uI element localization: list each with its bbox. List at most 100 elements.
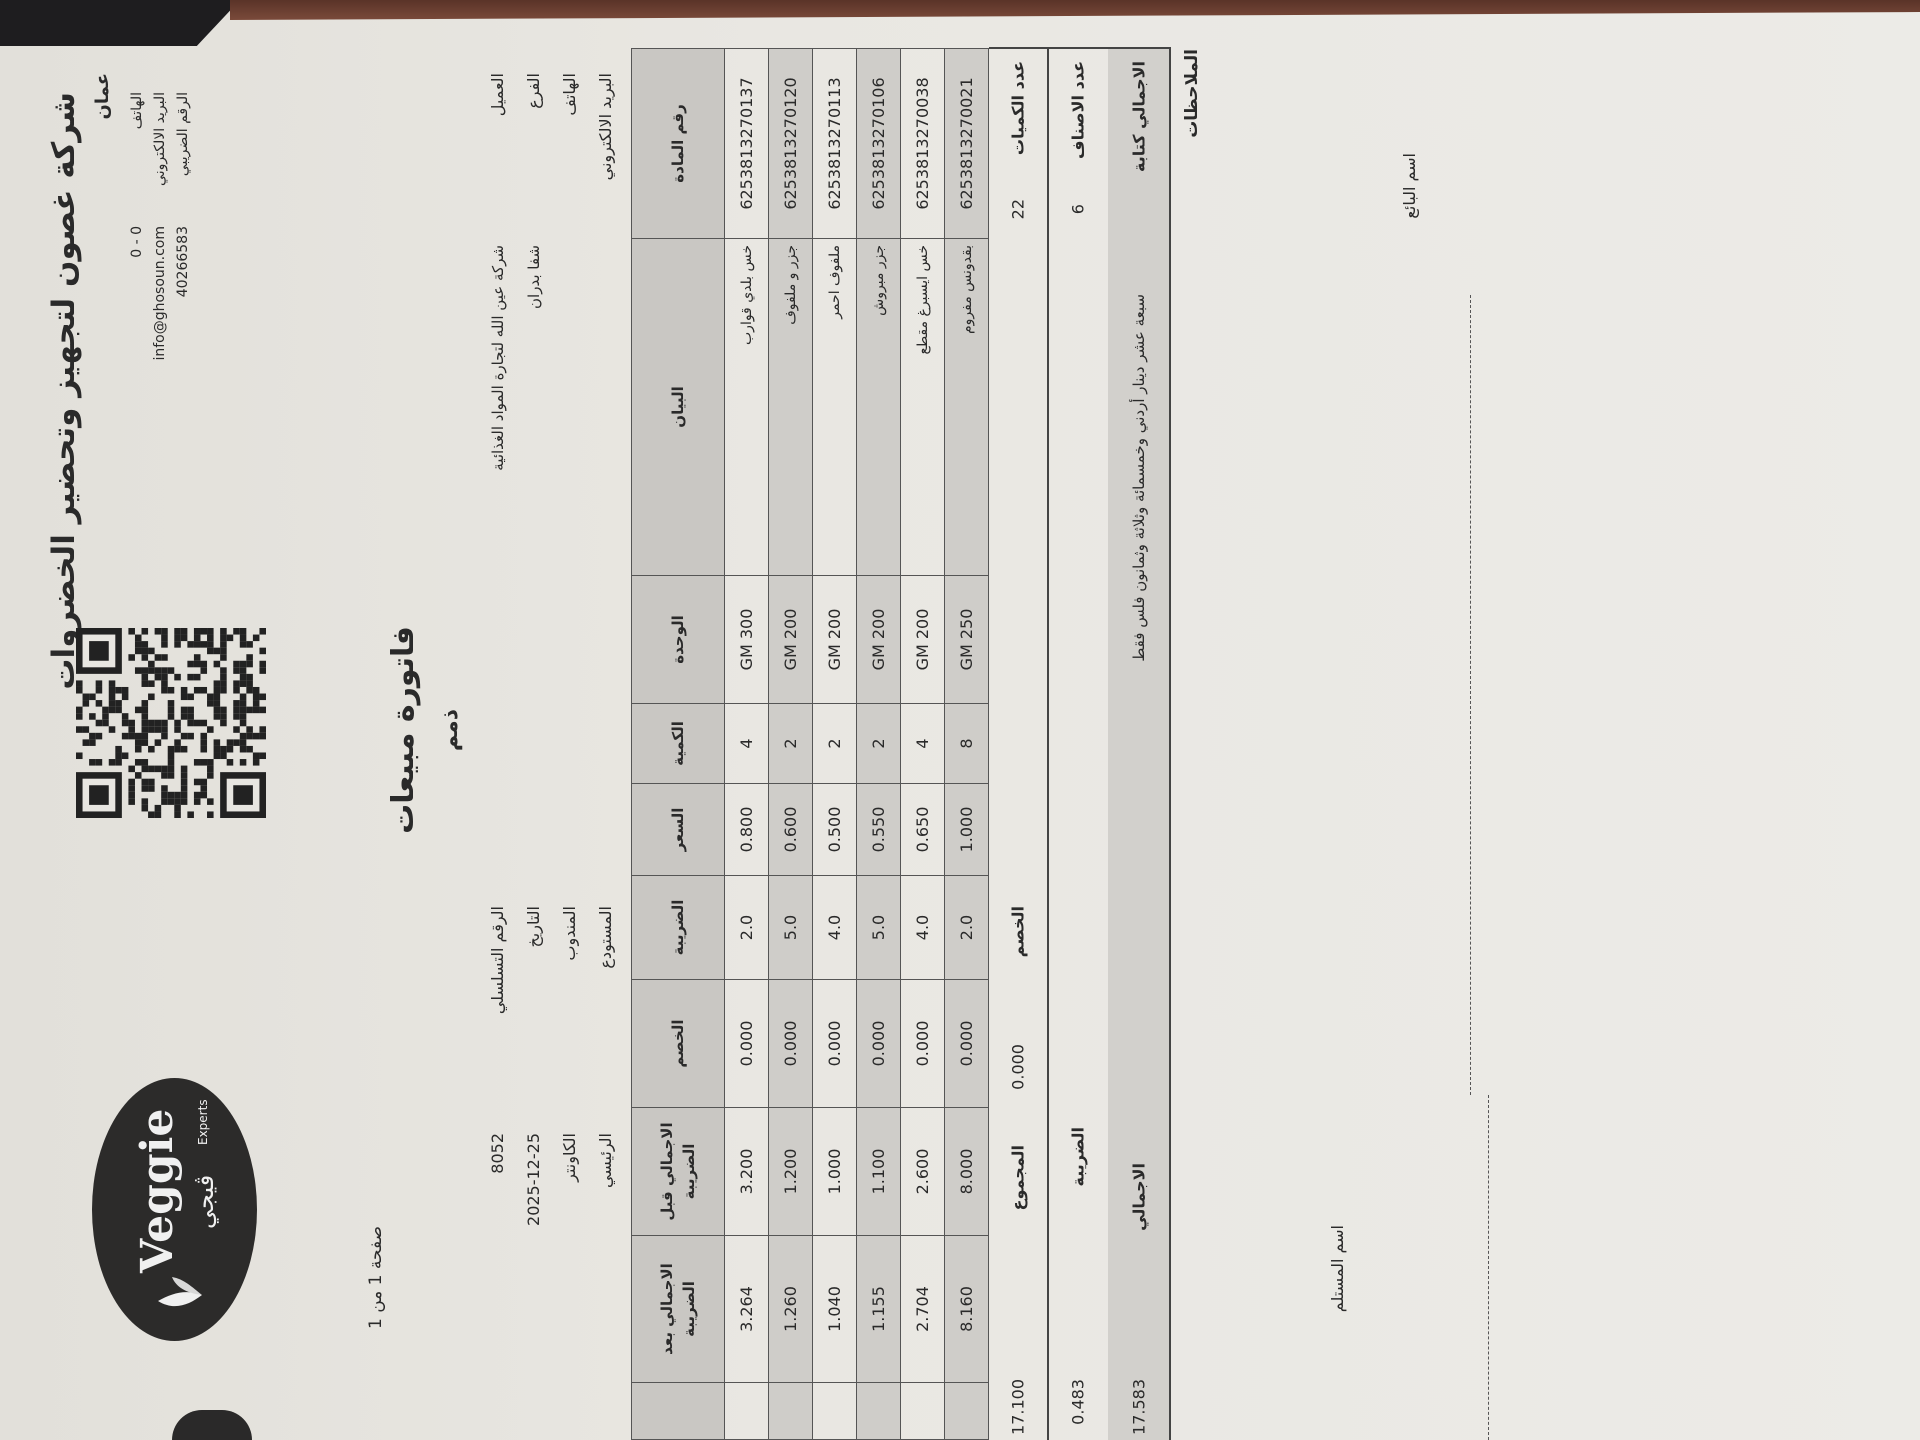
serial-value: 8052	[488, 1133, 507, 1174]
total-words-label: الاجمالي كتابة	[1129, 61, 1148, 172]
table-cell: 4	[724, 703, 769, 784]
table-cell	[944, 1382, 989, 1440]
table-cell	[900, 1382, 945, 1440]
items-count-label: عدد الاصناف	[1068, 61, 1087, 159]
email-label: البريد الالكتروني	[152, 92, 168, 186]
table-cell: 5.0	[856, 875, 901, 980]
table-cell: 200 GM	[856, 575, 901, 704]
background-dark-corner	[0, 0, 240, 46]
tax-label: الضريبة	[1068, 1127, 1087, 1187]
table-cell: 6253813270038	[900, 48, 945, 239]
discount-label: الخصم	[1008, 906, 1028, 958]
total-words-value: سبعة عشر دينار أردني وخمسمائة وثلاثة وثم…	[1129, 294, 1148, 662]
table-cell: 0.500	[812, 783, 857, 876]
tax-value: 0.483	[1068, 1379, 1087, 1425]
table-cell: 2.0	[724, 875, 769, 980]
meta-values: 8052 2025-12-25 الكاونتر الرئيسي	[480, 1133, 624, 1226]
company-labels: الهاتف البريد الالكتروني الرقم الضريبي	[126, 92, 195, 186]
date-value: 2025-12-25	[524, 1133, 543, 1226]
total-value: 17.583	[1129, 1379, 1148, 1435]
table-cell: 1.000	[812, 1107, 857, 1236]
column-header: السعر	[631, 783, 725, 876]
logo-sub: Experts	[196, 1099, 210, 1145]
subtotal-value: 17.100	[1008, 1379, 1028, 1435]
table-cell: 4.0	[812, 875, 857, 980]
column-header	[631, 1382, 725, 1440]
table-cell: 2	[812, 703, 857, 784]
branch-label: الفرع	[524, 73, 543, 109]
table-cell: 0.650	[900, 783, 945, 876]
table-cell: 2.704	[900, 1235, 945, 1383]
table-row: 6253813270120 جزر و ملفوف 200 GM 2 0.600 5.0 0…	[768, 48, 813, 1440]
table-cell: 6253813270120	[768, 48, 813, 239]
items-table: رقم المادة البيان الوحدة الكمية السعر الضريبة…	[631, 48, 989, 1440]
table-cell: 2	[768, 703, 813, 784]
phone-label: الهاتف	[129, 92, 145, 130]
customer-email-label: البريد الالكتروني	[596, 73, 615, 181]
customer-phone-label: الهاتف	[560, 73, 579, 116]
table-cell: 1.155	[856, 1235, 901, 1383]
tax-number-label: الرقم الضريبي	[175, 92, 191, 177]
table-cell: خس ايسبرغ مقطع	[900, 238, 945, 576]
column-header: الخصم	[631, 979, 725, 1108]
table-cell: جزر و ملفوف	[768, 238, 813, 576]
table-cell: 0.000	[768, 979, 813, 1108]
table-cell	[812, 1382, 857, 1440]
summary-row-grand-total: الاجمالي كتابة سبعة عشر دينار أردني وخمس…	[1108, 47, 1171, 1440]
table-cell: بقدونس مفروم	[944, 238, 989, 576]
table-row: 6253813270106 جزر مبروش 200 GM 2 0.550 5.0 0.0…	[856, 48, 901, 1440]
table-row: 6253813270038 خس ايسبرغ مقطع 200 GM 4 0.650 4…	[900, 48, 945, 1440]
table-cell: ملفوف احمر	[812, 238, 857, 576]
table-cell: 1.000	[944, 783, 989, 876]
salesman-label: المندوب	[560, 906, 579, 961]
notes-label: الملاحظات	[1182, 49, 1202, 138]
total-label: الاجمالي	[1129, 1163, 1148, 1231]
receiver-name-label: اسم المستلم	[1328, 1225, 1347, 1313]
column-header: الاجمالي بعد الضريبة	[631, 1235, 725, 1383]
summary-row-tax: عدد الاصناف 6 الضريبة 0.483	[1047, 47, 1110, 1440]
table-cell: 6253813270021	[944, 48, 989, 239]
table-cell: 6253813270113	[812, 48, 857, 239]
table-cell: 1.200	[768, 1107, 813, 1236]
table-cell: 3.200	[724, 1107, 769, 1236]
table-cell: جزر مبروش	[856, 238, 901, 576]
table-cell: 250 GM	[944, 575, 989, 704]
table-cell: 0.550	[856, 783, 901, 876]
serial-label: الرقم التسلسلي	[488, 906, 507, 1015]
table-row: 6253813270137 خس بلدي قوارب 300 GM 4 0.800 2.…	[724, 48, 769, 1440]
discount-value: 0.000	[1008, 1044, 1028, 1090]
tax-number-value: 40266583	[175, 226, 191, 298]
table-cell: 4	[900, 703, 945, 784]
logo-brand: Veggie	[132, 1108, 183, 1273]
table-cell: 0.800	[724, 783, 769, 876]
seller-name-label: اسم البائع	[1400, 153, 1419, 219]
table-cell: 0.600	[768, 783, 813, 876]
table-cell: 8	[944, 703, 989, 784]
company-city: عمان	[92, 73, 113, 120]
table-cell: 8.000	[944, 1107, 989, 1236]
table-header-row: رقم المادة البيان الوحدة الكمية السعر الضريبة…	[631, 48, 725, 1440]
table-cell: 1.260	[768, 1235, 813, 1383]
column-header: رقم المادة	[631, 48, 725, 239]
table-cell: 2.0	[944, 875, 989, 980]
table-cell: 6253813270106	[856, 48, 901, 239]
table-cell	[856, 1382, 901, 1440]
table-cell: 0.000	[812, 979, 857, 1108]
table-cell: 0.000	[856, 979, 901, 1108]
phone-value: 0 - 0	[129, 226, 145, 258]
subtotal-label: المجموع	[1008, 1145, 1028, 1211]
table-cell: 200 GM	[768, 575, 813, 704]
logo-arabic: ڤيجي	[191, 1174, 219, 1229]
column-header: الاجمالي قبل الضريبة	[631, 1107, 725, 1236]
veggie-logo: Veggie Experts ڤيجي	[92, 1078, 257, 1341]
table-cell: خس بلدي قوارب	[724, 238, 769, 576]
customer-label: العميل	[488, 73, 507, 117]
table-row: 6253813270021 بقدونس مفروم 250 GM 8 1.000 2.0…	[944, 48, 989, 1440]
date-label: التاريخ	[524, 906, 543, 948]
document-subtitle: ذمم	[438, 708, 463, 752]
table-cell: 2.600	[900, 1107, 945, 1236]
customer-value: شركة عين الله لتجارة المواد الغذائية	[489, 245, 507, 471]
table-cell: 5.0	[768, 875, 813, 980]
summary-row-totals: عدد الكميات 22 الخصم 0.000 المجموع 17.10…	[989, 47, 1049, 1440]
